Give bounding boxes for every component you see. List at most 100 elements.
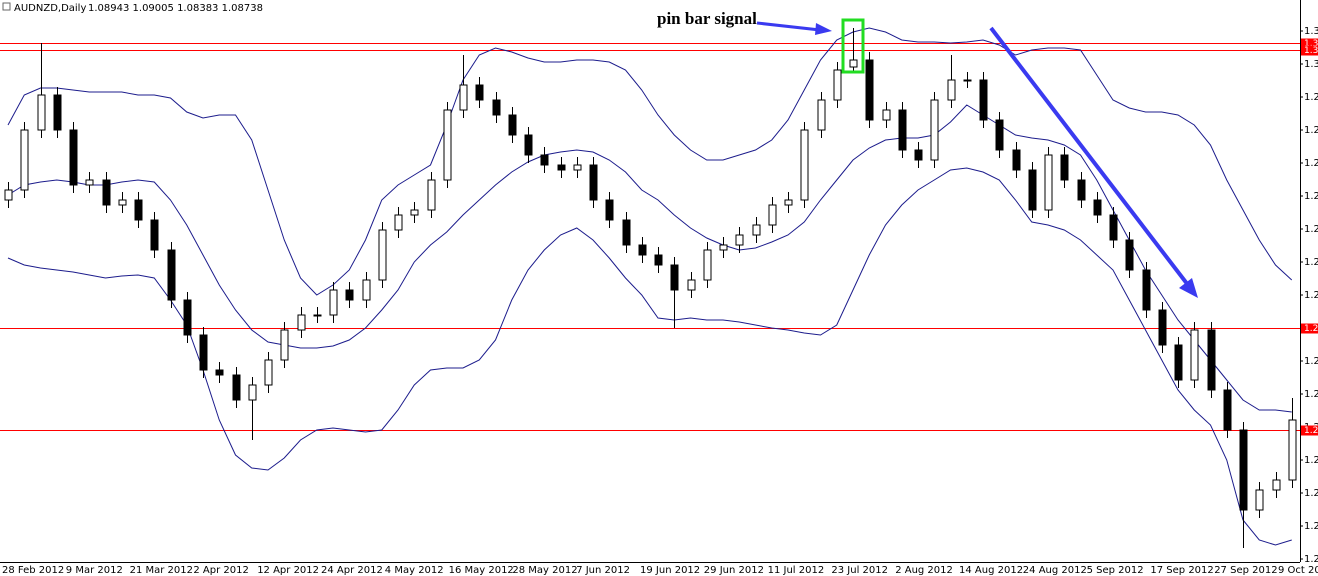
y-tick-label: 1.3 xyxy=(1304,59,1318,70)
candle-body xyxy=(638,244,647,256)
candle-body xyxy=(362,279,371,301)
candle-body xyxy=(703,249,712,281)
candle xyxy=(768,197,777,233)
pin-bar-highlight xyxy=(841,18,865,74)
x-tick-label: 17 Sep 2012 xyxy=(1150,565,1213,576)
candle-body xyxy=(1093,199,1102,216)
candle-body xyxy=(1142,269,1151,311)
candle xyxy=(800,122,809,208)
candle xyxy=(1060,147,1069,188)
candle-body xyxy=(589,164,598,201)
candle xyxy=(345,282,354,308)
candle xyxy=(947,55,956,108)
candle xyxy=(443,102,452,188)
x-tick-label: 23 Jul 2012 xyxy=(831,565,888,576)
candle xyxy=(1158,302,1167,353)
y-tick-label: 1.2 xyxy=(1304,92,1318,103)
candle xyxy=(459,55,468,118)
symbol: AUDNZD,Daily xyxy=(14,3,86,14)
candle xyxy=(475,77,484,108)
candle-body xyxy=(687,279,696,291)
candle xyxy=(4,182,13,208)
candle-body xyxy=(849,59,858,68)
candle-body xyxy=(573,164,582,171)
x-tick-label: 7 Jun 2012 xyxy=(576,565,630,576)
candle xyxy=(1044,147,1053,218)
candle xyxy=(524,127,533,163)
y-tick-label: 1.2 xyxy=(1304,158,1318,169)
candle-body xyxy=(183,299,192,336)
candle-body xyxy=(1109,214,1118,241)
candle xyxy=(914,142,923,168)
candle xyxy=(85,172,94,193)
x-tick-label: 16 May 2012 xyxy=(449,565,514,576)
candle-body xyxy=(394,214,403,231)
candle xyxy=(930,92,939,168)
level-label: 1.2 xyxy=(1304,426,1318,436)
candle-body xyxy=(670,264,679,291)
candle-body xyxy=(1012,149,1021,171)
candle-body xyxy=(1060,154,1069,181)
x-tick-label: 27 Sep 2012 xyxy=(1214,565,1277,576)
candle-body xyxy=(492,99,501,116)
candle xyxy=(20,122,29,198)
candle xyxy=(540,147,549,173)
candle xyxy=(1174,337,1183,388)
x-tick-label: 12 Apr 2012 xyxy=(257,565,319,576)
candle xyxy=(1125,232,1134,278)
x-tick-label: 9 Mar 2012 xyxy=(66,565,123,576)
candle-body xyxy=(995,119,1004,151)
candle xyxy=(427,172,436,218)
candle-body xyxy=(1174,344,1183,381)
candle-body xyxy=(1239,429,1248,511)
candle xyxy=(687,272,696,298)
x-tick-label: 28 May 2012 xyxy=(512,565,577,576)
level-label-box xyxy=(1301,425,1318,436)
candle-body xyxy=(865,59,874,121)
candle-body xyxy=(443,109,452,181)
candle xyxy=(995,112,1004,158)
x-tick-label: 2 Apr 2012 xyxy=(193,565,248,576)
x-tick-label: 21 Mar 2012 xyxy=(130,565,193,576)
candle xyxy=(118,192,127,213)
candle xyxy=(1272,472,1281,498)
candle-body xyxy=(1158,309,1167,346)
annotation-arrow xyxy=(756,21,821,32)
candle-body xyxy=(768,204,777,226)
candle-body xyxy=(20,129,29,191)
plot-area xyxy=(0,27,1300,548)
candle-body xyxy=(524,134,533,156)
candle xyxy=(492,92,501,123)
level-label-box xyxy=(1301,38,1318,49)
candle-body xyxy=(784,199,793,206)
candle-body xyxy=(947,79,956,101)
candle-body xyxy=(1255,489,1264,511)
candle xyxy=(362,272,371,308)
x-tick-label: 24 Apr 2012 xyxy=(321,565,383,576)
candle-body xyxy=(930,99,939,161)
candle-body xyxy=(329,289,338,316)
candle-body xyxy=(4,189,13,201)
candle-body xyxy=(297,314,306,331)
candle xyxy=(1239,422,1248,548)
candle-body xyxy=(833,69,842,101)
trend-arrow xyxy=(989,26,1190,287)
candle-body xyxy=(719,244,728,251)
candle xyxy=(849,28,858,72)
candle xyxy=(817,92,826,138)
candle xyxy=(1190,322,1199,388)
candle-body xyxy=(378,229,387,281)
candle-body xyxy=(1028,169,1037,211)
candle-body xyxy=(475,84,484,101)
candle xyxy=(703,242,712,288)
candle xyxy=(1223,382,1232,438)
candle xyxy=(557,157,566,178)
candle xyxy=(508,107,517,143)
candle-body xyxy=(1272,479,1281,491)
candle-body xyxy=(150,219,159,251)
x-tick-label: 11 Jul 2012 xyxy=(768,565,825,576)
candle xyxy=(898,102,907,158)
y-tick-label: 1.2 xyxy=(1304,521,1318,532)
candle-body xyxy=(752,224,761,236)
